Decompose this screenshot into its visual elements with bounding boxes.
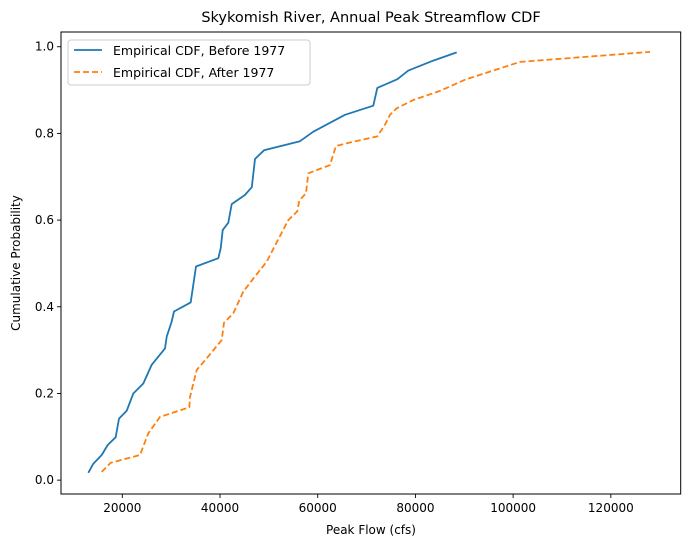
legend-label-before-1977: Empirical CDF, Before 1977 xyxy=(113,43,285,58)
y-tick-label: 0.2 xyxy=(35,386,54,400)
x-tick-label: 100000 xyxy=(490,501,536,515)
x-axis: 20000 40000 60000 80000 100000 120000 xyxy=(103,494,634,515)
y-tick-label: 0.4 xyxy=(35,300,54,314)
plot-series xyxy=(87,51,651,474)
y-axis: 0.0 0.2 0.4 0.6 0.8 1.0 xyxy=(35,40,61,487)
series-line-after-1977 xyxy=(101,51,651,473)
y-axis-label: Cumulative Probability xyxy=(9,195,23,331)
x-tick-label: 120000 xyxy=(588,501,634,515)
x-tick-label: 80000 xyxy=(396,501,434,515)
series-line-before-1977 xyxy=(87,51,457,474)
x-tick-label: 40000 xyxy=(201,501,239,515)
y-tick-label: 0.0 xyxy=(35,473,54,487)
plot-frame xyxy=(60,31,682,495)
legend-label-after-1977: Empirical CDF, After 1977 xyxy=(113,65,274,80)
x-axis-label: Peak Flow (cfs) xyxy=(326,523,416,537)
x-tick-label: 20000 xyxy=(103,501,141,515)
chart-title: Skykomish River, Annual Peak Streamflow … xyxy=(201,10,540,26)
y-tick-label: 1.0 xyxy=(35,40,54,54)
legend: Empirical CDF, Before 1977 Empirical CDF… xyxy=(67,39,311,86)
x-tick-label: 60000 xyxy=(299,501,337,515)
y-tick-label: 0.8 xyxy=(35,126,54,140)
legend-box xyxy=(67,39,311,86)
y-tick-label: 0.6 xyxy=(35,213,54,227)
